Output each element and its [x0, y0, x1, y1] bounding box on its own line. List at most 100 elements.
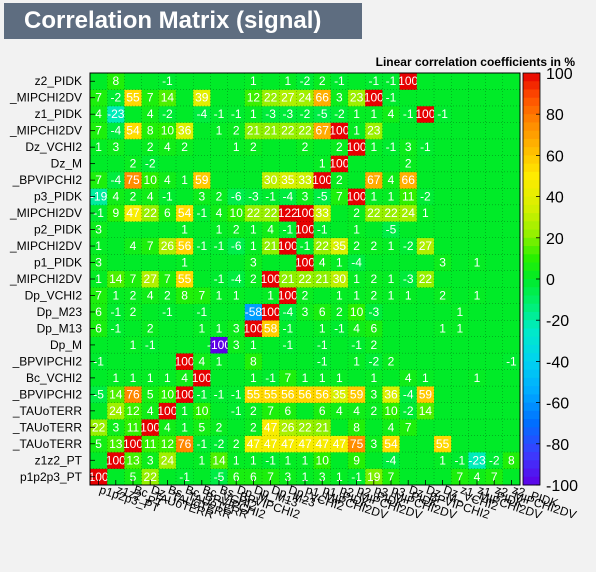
heatmap-cell — [227, 287, 246, 305]
cell-value: 22 — [264, 91, 278, 105]
colorbar-band — [523, 254, 540, 264]
heatmap-cell — [193, 369, 211, 387]
colorbar-band — [523, 311, 540, 321]
chart-subtitle: Linear correlation coefficients in % — [376, 55, 576, 69]
heatmap-cell — [485, 73, 504, 90]
heatmap-cell — [210, 419, 228, 436]
heatmap-cell — [124, 419, 142, 436]
y-tick-label: Dp_VCHI2 — [25, 288, 83, 302]
cell-value: 100 — [261, 305, 281, 319]
cell-value: 27 — [419, 239, 433, 253]
colorbar-band — [523, 386, 540, 395]
cell-value: 4 — [353, 404, 360, 418]
heatmap-cell — [451, 105, 469, 123]
heatmap-cell — [279, 320, 297, 337]
heatmap-cell — [227, 254, 246, 272]
cell-value: -58 — [245, 305, 263, 319]
heatmap-cell — [262, 237, 280, 255]
cell-value: 10 — [384, 404, 398, 418]
cell-value: 76 — [126, 387, 140, 401]
heatmap-cell — [193, 353, 211, 370]
cell-value: 2 — [370, 338, 377, 352]
colorbar-band — [523, 353, 540, 362]
cell-value: -5 — [317, 107, 328, 121]
colorbar-band — [523, 270, 540, 280]
heatmap-cell — [107, 188, 125, 206]
heatmap-cell — [262, 204, 280, 222]
heatmap-cell — [107, 221, 125, 239]
heatmap-cell — [399, 105, 418, 123]
heatmap-cell — [365, 73, 383, 90]
cell-value: 47 — [126, 206, 140, 220]
heatmap-cell — [365, 419, 383, 436]
heatmap-cell — [244, 402, 263, 420]
cell-value: 7 — [388, 470, 395, 484]
heatmap-cell — [210, 336, 228, 354]
cell-value: 1 — [233, 288, 240, 302]
cell-value: -1 — [282, 338, 293, 352]
heatmap-cell — [210, 435, 228, 453]
y-tick-label: z2_PIDK — [35, 74, 82, 88]
cell-value: 1 — [181, 256, 188, 270]
cell-value: 3 — [198, 190, 205, 204]
cell-value: 4 — [474, 470, 481, 484]
cell-value: 7 — [147, 239, 154, 253]
heatmap-cell — [141, 105, 160, 123]
cell-value: 4 — [353, 321, 360, 335]
cell-value: 6 — [319, 404, 326, 418]
heatmap-cell — [451, 270, 469, 288]
heatmap-cell — [382, 402, 400, 420]
heatmap-cell — [348, 155, 366, 173]
cell-value: 2 — [233, 124, 240, 138]
heatmap-cell — [434, 336, 452, 354]
cell-value: 2 — [439, 288, 446, 302]
heatmap-cell — [485, 320, 504, 337]
heatmap-cell — [124, 188, 142, 206]
heatmap-cell — [348, 73, 366, 90]
heatmap-cell — [227, 419, 246, 436]
cell-value: 47 — [247, 437, 261, 451]
cell-value: 2 — [233, 437, 240, 451]
heatmap-cell — [468, 353, 486, 370]
heatmap-cell — [365, 254, 383, 272]
heatmap-cell — [330, 336, 349, 354]
cell-value: 35 — [281, 173, 295, 187]
heatmap-cell — [262, 386, 280, 403]
cell-value: 1 — [130, 338, 137, 352]
cell-value: 1 — [233, 453, 240, 467]
cell-value: 1 — [336, 371, 343, 385]
colorbar-band — [523, 105, 540, 115]
heatmap-cell — [262, 303, 280, 321]
cell-value: 22 — [367, 206, 381, 220]
colorbar-band — [523, 97, 540, 107]
heatmap-cell — [193, 237, 211, 255]
heatmap-cell — [468, 336, 486, 354]
cell-value: -1 — [265, 190, 276, 204]
heatmap-cell — [502, 270, 521, 288]
cell-value: 4 — [181, 371, 188, 385]
heatmap-cell — [176, 270, 194, 288]
cell-value: 2 — [250, 404, 257, 418]
colorbar-tick-label: 60 — [546, 148, 564, 165]
heatmap-cell — [124, 468, 142, 486]
heatmap-cell — [399, 171, 418, 189]
colorbar-band — [523, 122, 540, 132]
cell-value: -4 — [282, 305, 293, 319]
heatmap-cell — [158, 89, 177, 107]
heatmap-cell — [279, 155, 297, 173]
cell-value: 100 — [329, 157, 349, 171]
cell-value: 2 — [370, 288, 377, 302]
heatmap-cell — [451, 402, 469, 420]
heatmap-cell — [451, 254, 469, 272]
heatmap-cell — [158, 402, 177, 420]
heatmap-cell — [502, 336, 521, 354]
cell-value: 3 — [370, 437, 377, 451]
heatmap-cell — [416, 468, 435, 486]
heatmap-cell — [227, 188, 246, 206]
heatmap-cell — [382, 452, 400, 469]
heatmap-cell — [227, 468, 246, 486]
heatmap-cell — [399, 73, 418, 90]
colorbar-band — [523, 303, 540, 313]
y-tick-label: p1_PIDK — [34, 256, 82, 270]
cell-value: 55 — [126, 91, 140, 105]
